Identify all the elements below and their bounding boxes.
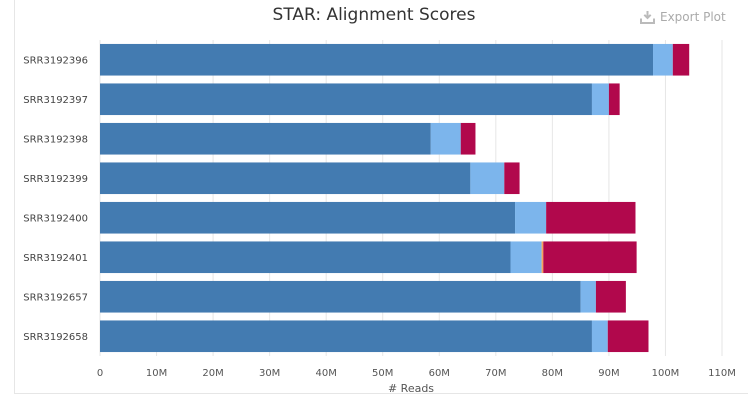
category-label: SRR3192657 (23, 292, 88, 303)
bar-segment (653, 43, 673, 76)
bar-segment (591, 320, 608, 353)
bar-segment (100, 320, 592, 353)
x-tick-label: 50M (372, 368, 393, 379)
bar-segment (510, 241, 542, 274)
x-axis-title: # Reads (388, 382, 434, 395)
bar-segment (543, 241, 637, 274)
category-labels: SRR3192396 SRR3192397 SRR3192398 SRR3192399… (23, 55, 88, 343)
bar-segment (608, 83, 620, 116)
x-tick-label: 0 (97, 368, 103, 379)
bar-segment (100, 162, 471, 195)
bar-segment (100, 241, 511, 274)
bar-segment (460, 122, 476, 155)
x-tick-label: 10M (146, 368, 167, 379)
x-tick-label: 70M (485, 368, 506, 379)
panel-border-left (14, 0, 15, 394)
category-label: SRR3192401 (23, 253, 88, 264)
x-tick-label: 100M (652, 368, 680, 379)
x-tick-label: 20M (202, 368, 223, 379)
bar-segment (100, 280, 581, 313)
category-label: SRR3192398 (23, 134, 88, 145)
bar-segment (580, 280, 596, 313)
x-tick-label: 90M (598, 368, 619, 379)
bar-segment (607, 320, 649, 353)
category-label: SRR3192400 (23, 213, 88, 224)
bar-segment (595, 280, 626, 313)
export-plot-label: Export Plot (660, 10, 726, 24)
bar-segment (546, 201, 636, 234)
bar-segment (591, 83, 609, 116)
category-label: SRR3192396 (23, 55, 88, 66)
export-plot-button[interactable]: Export Plot (640, 10, 726, 24)
bar-segment (100, 122, 431, 155)
download-icon (640, 10, 655, 24)
bar-segment (672, 43, 690, 76)
bar-segment (541, 241, 544, 274)
bars (100, 43, 690, 353)
bar-segment (100, 43, 654, 76)
bar-segment (504, 162, 520, 195)
x-tick-label: 30M (259, 368, 280, 379)
x-tick-label: 40M (316, 368, 337, 379)
category-label: SRR3192658 (23, 332, 88, 343)
x-tick-label: 80M (542, 368, 563, 379)
category-label: SRR3192399 (23, 174, 88, 185)
x-tick-label: 110M (708, 368, 736, 379)
bar-segment (100, 83, 592, 116)
bar-segment (100, 201, 516, 234)
x-tick-labels: 0 10M 20M 30M 40M 50M 60M 70M 80M 90M 100M 110M (97, 368, 736, 379)
bar-segment (515, 201, 547, 234)
chart-title: STAR: Alignment Scores (272, 5, 476, 25)
bar-segment (470, 162, 505, 195)
x-tick-label: 60M (429, 368, 450, 379)
category-label: SRR3192397 (23, 95, 88, 106)
panel-border-bottom (14, 393, 748, 394)
bar-segment (430, 122, 461, 155)
